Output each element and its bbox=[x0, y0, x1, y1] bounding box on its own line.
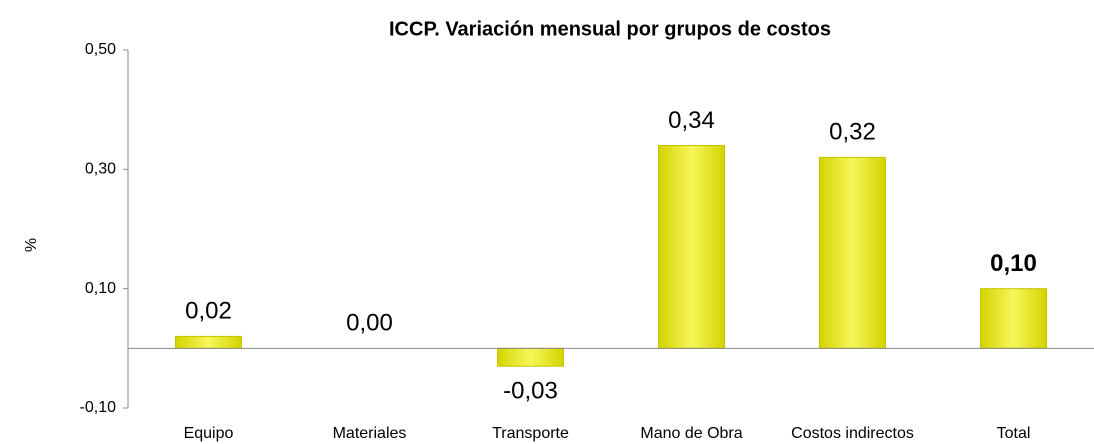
bar bbox=[658, 144, 725, 349]
x-tick-label: Total bbox=[997, 425, 1031, 442]
y-tick-label: -0,10 bbox=[80, 399, 117, 416]
value-label: 0,10 bbox=[990, 250, 1037, 277]
x-tick-label: Equipo bbox=[184, 425, 234, 442]
bar bbox=[819, 156, 886, 349]
y-tick-label: 0,30 bbox=[85, 161, 116, 178]
bar bbox=[497, 347, 564, 367]
x-tick-label: Costos indirectos bbox=[791, 425, 914, 442]
chart-title: ICCP. Variación mensual por grupos de co… bbox=[389, 18, 831, 40]
value-label: 0,02 bbox=[185, 298, 232, 325]
bar bbox=[980, 288, 1047, 349]
x-tick-label: Mano de Obra bbox=[640, 425, 742, 442]
value-label: -0,03 bbox=[503, 378, 558, 405]
bar bbox=[175, 335, 242, 349]
y-tick-label: 0,10 bbox=[85, 280, 116, 297]
value-label: 0,34 bbox=[668, 107, 715, 134]
y-axis-label: % bbox=[23, 238, 40, 252]
y-tick-label: 0,50 bbox=[85, 41, 116, 58]
x-tick-label: Transporte bbox=[492, 425, 569, 442]
value-label: 0,00 bbox=[346, 310, 393, 337]
x-tick-label: Materiales bbox=[333, 425, 407, 442]
value-label: 0,32 bbox=[829, 119, 876, 146]
